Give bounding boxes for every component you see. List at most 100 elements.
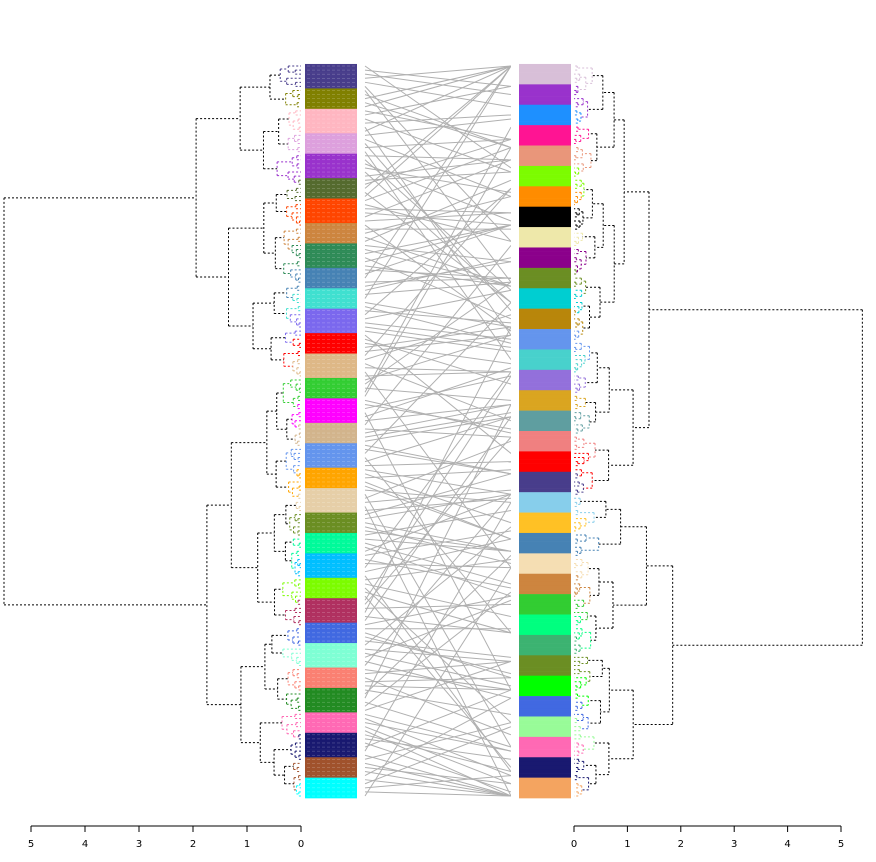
connector-line <box>364 526 512 646</box>
right-leaf-band <box>519 402 571 407</box>
connector-line <box>364 677 512 683</box>
connector-line <box>364 310 512 324</box>
left-leaf-band <box>305 76 357 81</box>
connector-line <box>364 65 512 108</box>
right-leaf-band <box>519 251 571 256</box>
left-leaf-band <box>305 210 357 216</box>
connector-line <box>364 212 512 222</box>
right-leaf-band <box>519 165 571 171</box>
left-leaf-band <box>305 692 357 697</box>
right-leaf-band <box>519 68 571 73</box>
right-leaf-band <box>519 365 571 371</box>
right-leaf-band <box>519 716 571 721</box>
right-leaf-band <box>519 740 571 746</box>
left-leaf-band <box>305 174 357 179</box>
right-leaf-band <box>519 569 571 575</box>
left-leaf-band <box>305 524 357 530</box>
left-leaf-band <box>305 431 357 436</box>
connector-line <box>364 416 512 621</box>
left-leaf-band <box>305 475 357 481</box>
connector-line <box>364 322 512 340</box>
connector-line <box>364 204 512 242</box>
connector-line <box>364 660 512 675</box>
right-leaf-band <box>519 512 571 517</box>
right-leaf-band <box>519 651 571 656</box>
left-leaf-band <box>305 324 357 330</box>
connector-line <box>364 713 512 752</box>
right-leaf-band <box>519 659 571 664</box>
left-leaf-band <box>305 296 357 301</box>
left-leaf-band <box>305 145 357 150</box>
connector-line <box>364 771 512 797</box>
connector-line <box>364 403 512 422</box>
connecting-lines <box>364 65 512 797</box>
left-leaf-band <box>305 638 357 644</box>
connector-line <box>364 522 512 552</box>
right-leaf-band <box>519 753 571 758</box>
left-leaf-band <box>305 259 357 265</box>
right-leaf-band <box>519 728 571 734</box>
right-leaf-band <box>519 785 571 791</box>
right-leaf-band <box>519 210 571 216</box>
connector-line <box>364 257 512 291</box>
right-leaf-band <box>519 96 571 101</box>
right-leaf-band <box>519 757 571 762</box>
left-leaf-band <box>305 467 357 473</box>
right-leaf-band <box>519 231 571 236</box>
connector-line <box>364 224 512 275</box>
right-leaf-band <box>519 169 571 175</box>
right-leaf-band <box>519 475 571 481</box>
connector-line <box>364 530 512 556</box>
connector-line <box>364 302 512 328</box>
connector-line <box>364 473 512 516</box>
connector-line <box>364 65 512 100</box>
right-axis: 0 1 2 3 4 5 <box>571 825 844 850</box>
right-leaf-band <box>519 643 571 648</box>
right-leaf-band <box>519 638 571 644</box>
left-leaf-band <box>305 789 357 795</box>
left-leaf-band <box>305 316 357 322</box>
right-leaf-band <box>519 618 571 623</box>
left-leaf-band <box>305 292 357 297</box>
left-leaf-band <box>305 508 357 513</box>
connector-line <box>364 685 512 691</box>
right-leaf-band <box>519 602 571 607</box>
right-leaf-band <box>519 663 571 668</box>
right-leaf-band <box>519 479 571 485</box>
left-leaf-band <box>305 622 357 628</box>
connector-line <box>364 762 512 797</box>
right-leaf-band <box>519 178 571 183</box>
right-leaf-band <box>519 561 571 566</box>
left-leaf-band <box>305 492 357 497</box>
connector-line <box>364 591 512 707</box>
connector-line <box>364 138 512 185</box>
connector-line <box>364 187 512 316</box>
left-leaf-band <box>305 308 357 314</box>
connector-line <box>364 538 512 552</box>
left-leaf-band <box>305 643 357 648</box>
right-leaf-band <box>519 349 571 354</box>
right-leaf-band <box>519 157 571 163</box>
left-leaf-band <box>305 365 357 371</box>
left-leaf-band <box>305 121 357 126</box>
right-leaf-band <box>519 182 571 187</box>
right-leaf-band <box>519 585 571 591</box>
connector-line <box>364 481 512 540</box>
left-leaf-band <box>305 447 357 452</box>
right-leaf-band <box>519 565 571 570</box>
left-leaf-band <box>305 549 357 554</box>
connector-line <box>364 126 512 393</box>
connector-line <box>364 506 512 797</box>
right-leaf-band <box>519 581 571 587</box>
left-leaf-band <box>305 785 357 791</box>
left-leaf-band <box>305 512 357 517</box>
right-leaf-band <box>519 484 571 489</box>
left-axis-tick-label: 0 <box>298 839 304 850</box>
right-leaf-band <box>519 692 571 697</box>
left-leaf-band <box>305 598 357 603</box>
right-leaf-band <box>519 255 571 261</box>
right-leaf-band <box>519 398 571 403</box>
right-leaf-band <box>519 145 571 150</box>
left-leaf-band <box>305 696 357 701</box>
